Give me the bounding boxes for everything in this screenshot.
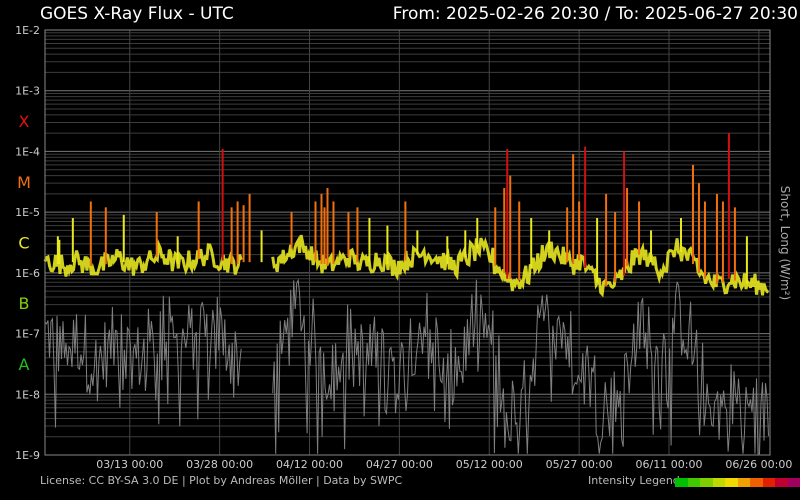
legend-swatch [725,478,738,487]
flare-class-X: X [19,112,30,131]
y-tick-label: 1E-9 [15,449,40,462]
legend-swatch [787,478,800,487]
legend-swatch [700,478,713,487]
license-text: License: CC BY-SA 3.0 DE | Plot by Andre… [40,474,403,487]
flare-class-C: C [18,234,29,253]
legend-swatch [750,478,763,487]
x-tick-label: 06/11 00:00 [636,458,703,471]
y-tick-label: 1E-3 [15,85,40,98]
legend-swatch [762,478,775,487]
long-series-line [271,234,770,298]
x-tick-label: 03/28 00:00 [186,458,253,471]
plot-frame [44,29,771,456]
x-tick-label: 04/27 00:00 [366,458,433,471]
x-tick-label: 06/26 00:00 [725,458,792,471]
flare-class-A: A [19,355,30,374]
x-tick-label: 05/12 00:00 [456,458,523,471]
y-tick-label: 1E-8 [15,388,40,401]
short-series-line [272,278,769,455]
x-tick-label: 05/27 00:00 [546,458,613,471]
legend-swatch [687,478,700,487]
flare-class-labels: X M C B A [17,112,31,374]
long-series-line [43,238,243,277]
intensity-legend-bar [675,478,800,487]
y-tick-label: 1E-5 [15,206,40,219]
y-tick-label: 1E-6 [15,267,40,280]
x-tick-label: 03/13 00:00 [96,458,163,471]
chart-title: GOES X-Ray Flux - UTC [40,4,234,24]
y-tick-label: 1E-2 [15,24,40,37]
y-tick-label: 1E-4 [15,145,40,158]
legend-swatch [712,478,725,487]
legend-swatch [675,478,688,487]
x-tick-labels: 03/13 00:00 03/28 00:00 04/12 00:00 04/27 0… [96,458,792,471]
flare-class-M: M [17,173,31,192]
chart-grid [45,30,770,456]
long-series [43,133,770,298]
intensity-legend-label: Intensity Legend [588,474,680,487]
date-range: From: 2025-02-26 20:30 / To: 2025-06-27 … [392,4,798,24]
y-tick-labels: 1E-2 1E-3 1E-4 1E-5 1E-6 1E-7 1E-8 1E-9 [15,24,40,462]
short-series [44,278,769,455]
y-axis-label: Short, Long (W/m²) [778,186,792,300]
flare-class-B: B [19,294,30,313]
y-tick-label: 1E-7 [15,328,40,341]
legend-swatch [775,478,788,487]
x-tick-label: 04/12 00:00 [276,458,343,471]
legend-swatch [737,478,750,487]
short-series-line [44,295,242,428]
